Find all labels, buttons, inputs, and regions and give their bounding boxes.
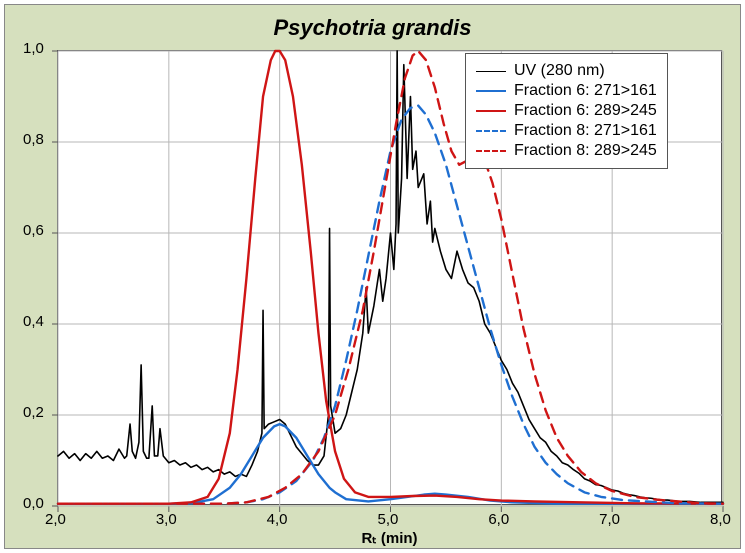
y-tick-label: 0,6 — [23, 222, 44, 239]
legend-item: Fraction 6: 289>245 — [476, 102, 657, 120]
legend-item: Fraction 8: 271>161 — [476, 122, 657, 140]
x-tick-label: 2,0 — [45, 511, 66, 528]
y-tick-label: 0,4 — [23, 313, 44, 330]
x-tick-label: 4,0 — [267, 511, 288, 528]
legend-label: Fraction 8: 289>245 — [514, 142, 657, 160]
x-tick-label: 8,0 — [710, 511, 731, 528]
legend-label: UV (280 nm) — [514, 62, 605, 80]
chart-panel: Psychotria grandis Rₜ (min) UV (280 nm) F… — [4, 4, 741, 549]
x-axis-label: Rₜ (min) — [57, 529, 722, 547]
legend-swatch — [476, 90, 506, 92]
y-tick-label: 1,0 — [23, 40, 44, 57]
y-tick-label: 0,8 — [23, 131, 44, 148]
legend-swatch — [476, 110, 506, 112]
legend-swatch — [476, 71, 506, 72]
x-tick-label: 5,0 — [378, 511, 399, 528]
legend-label: Fraction 8: 271>161 — [514, 122, 657, 140]
y-tick-label: 0,2 — [23, 404, 44, 421]
legend-item: Fraction 6: 271>161 — [476, 82, 657, 100]
legend-label: Fraction 6: 289>245 — [514, 102, 657, 120]
x-tick-label: 7,0 — [599, 511, 620, 528]
legend-swatch — [476, 130, 506, 132]
chart-container: Psychotria grandis Rₜ (min) UV (280 nm) F… — [0, 0, 745, 553]
legend: UV (280 nm) Fraction 6: 271>161 Fraction 6… — [465, 53, 668, 169]
legend-item: Fraction 8: 289>245 — [476, 142, 657, 160]
x-tick-label: 3,0 — [156, 511, 177, 528]
y-tick-label: 0,0 — [23, 495, 44, 512]
chart-title: Psychotria grandis — [5, 15, 740, 41]
legend-label: Fraction 6: 271>161 — [514, 82, 657, 100]
legend-swatch — [476, 150, 506, 152]
legend-item: UV (280 nm) — [476, 62, 657, 80]
x-tick-label: 6,0 — [488, 511, 509, 528]
